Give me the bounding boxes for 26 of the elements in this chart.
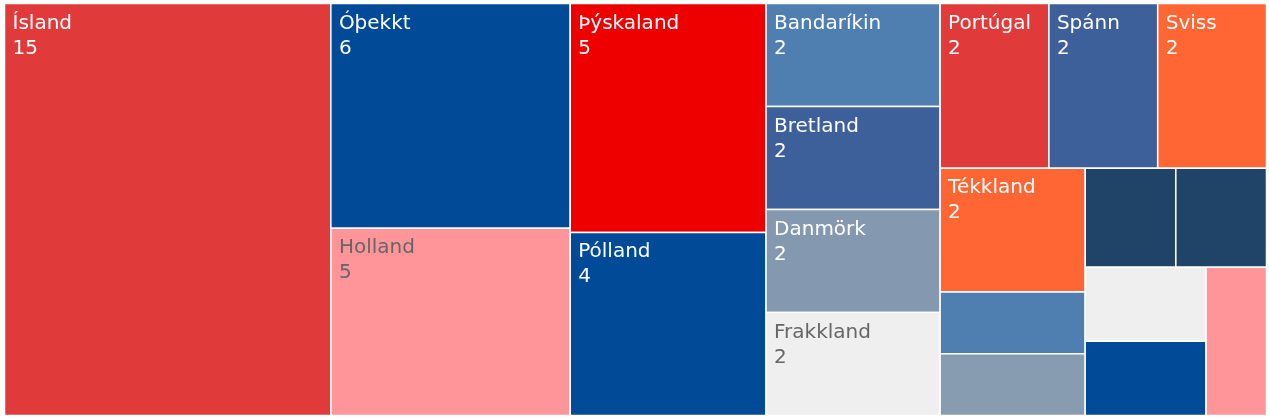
category-label: Tékkland (947, 174, 1036, 199)
category-label: Frakkland (774, 318, 871, 343)
data-label: 2 (774, 137, 787, 162)
category-label: Holland (338, 234, 415, 259)
category-label: Pólland (578, 238, 651, 263)
data-label: 2 (774, 343, 787, 368)
data-label: 5 (338, 259, 352, 284)
category-label: Óþekkt (338, 9, 411, 34)
category-label: Ísland (12, 9, 73, 34)
category-label: Sviss (1165, 9, 1217, 34)
data-label: 2 (774, 34, 787, 59)
data-label: 2 (948, 199, 961, 224)
category-label: Danmörk (774, 215, 867, 240)
category-label: Bretland (774, 112, 859, 137)
data-label: 6 (338, 34, 352, 59)
data-label: 5 (578, 34, 591, 59)
data-label: 2 (1165, 34, 1179, 59)
data-label: 15 (12, 34, 38, 59)
category-label: Spánn (1056, 9, 1120, 34)
category-label: Þýskaland (578, 9, 680, 34)
data-label: 2 (1056, 34, 1070, 59)
category-label: Portúgal (948, 9, 1031, 34)
data-label: 2 (948, 34, 961, 59)
data-label: 2 (774, 240, 787, 265)
data-label: 4 (578, 263, 591, 288)
category-label: Bandaríkin (774, 9, 882, 34)
